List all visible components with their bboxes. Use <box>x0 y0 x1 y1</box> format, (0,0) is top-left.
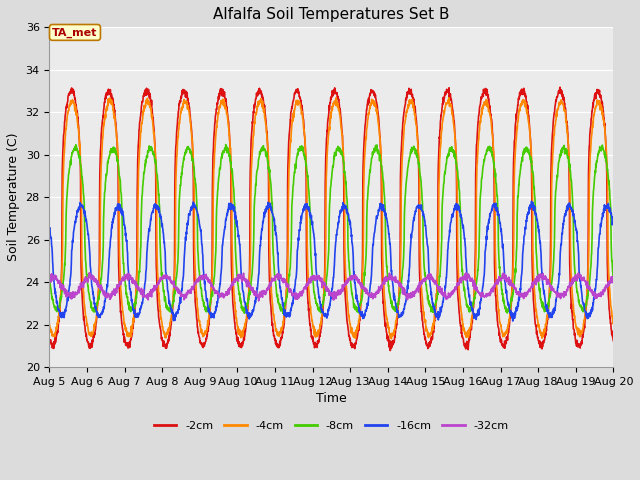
-2cm <box>495 330 503 336</box>
-2cm <box>203 336 211 341</box>
-32cm <box>609 274 617 279</box>
-16cm <box>560 218 568 224</box>
Y-axis label: Soil Temperature (C): Soil Temperature (C) <box>7 133 20 262</box>
Line: -16cm: -16cm <box>49 201 613 321</box>
-8cm <box>609 277 617 283</box>
-4cm <box>360 166 368 172</box>
-8cm <box>576 302 584 308</box>
-8cm <box>496 264 504 270</box>
-32cm <box>496 275 504 281</box>
-16cm <box>528 198 536 204</box>
-8cm <box>560 144 568 150</box>
-2cm <box>360 143 368 148</box>
-32cm <box>360 287 368 292</box>
-32cm <box>255 298 262 304</box>
-32cm <box>348 276 356 282</box>
-32cm <box>576 275 584 280</box>
-2cm <box>609 338 617 344</box>
-4cm <box>496 319 504 325</box>
-16cm <box>203 298 211 304</box>
-8cm <box>348 290 356 296</box>
-8cm <box>222 142 230 147</box>
Line: -2cm: -2cm <box>49 87 613 350</box>
-4cm <box>609 318 617 324</box>
Title: Alfalfa Soil Temperatures Set B: Alfalfa Soil Temperatures Set B <box>213 7 450 22</box>
-32cm <box>45 275 53 280</box>
-16cm <box>576 273 584 278</box>
-32cm <box>203 274 211 279</box>
-16cm <box>360 315 368 321</box>
Line: -32cm: -32cm <box>49 273 613 301</box>
-4cm <box>387 336 395 342</box>
-16cm <box>45 225 53 231</box>
-8cm <box>360 270 368 276</box>
-4cm <box>332 95 340 101</box>
-4cm <box>560 108 568 114</box>
-2cm <box>387 348 394 353</box>
-2cm <box>576 344 584 350</box>
-4cm <box>576 333 584 339</box>
-32cm <box>462 270 470 276</box>
-2cm <box>348 340 355 346</box>
Text: TA_met: TA_met <box>52 27 98 37</box>
-2cm <box>556 84 564 90</box>
-16cm <box>609 219 617 225</box>
Line: -8cm: -8cm <box>49 144 613 313</box>
-16cm <box>509 318 516 324</box>
-4cm <box>348 329 356 335</box>
-8cm <box>203 306 211 312</box>
-32cm <box>560 289 568 295</box>
-2cm <box>45 337 53 343</box>
Line: -4cm: -4cm <box>49 98 613 339</box>
-2cm <box>560 95 568 100</box>
-16cm <box>495 215 503 221</box>
-4cm <box>45 322 53 327</box>
-16cm <box>348 232 355 238</box>
-8cm <box>279 311 287 316</box>
X-axis label: Time: Time <box>316 392 347 405</box>
Legend: -2cm, -4cm, -8cm, -16cm, -32cm: -2cm, -4cm, -8cm, -16cm, -32cm <box>150 417 513 435</box>
-4cm <box>203 326 211 332</box>
-8cm <box>45 274 53 280</box>
